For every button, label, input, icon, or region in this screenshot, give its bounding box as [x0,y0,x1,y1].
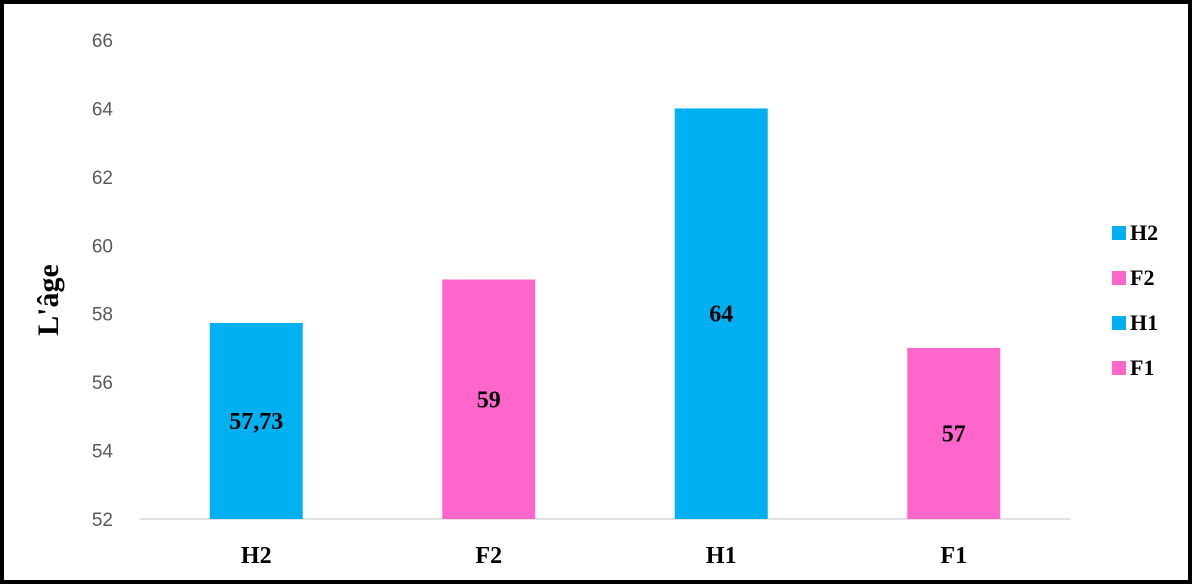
x-tick-label: H1 [706,543,737,569]
y-tick-label: 60 [92,236,113,257]
legend-label: H1 [1130,310,1158,335]
bar-h2 [209,322,303,519]
y-tick-label: 54 [92,442,114,463]
y-tick-label: 58 [92,305,113,326]
x-axis-labels: H2 F2 H1 F1 [241,543,967,569]
data-label: 59 [477,387,501,413]
data-labels: 57,73 59 64 57 [229,302,966,448]
y-tick-label: 66 [92,31,113,52]
x-tick-label: F1 [940,543,967,569]
x-tick-label: H2 [241,543,272,569]
bar-h1 [674,108,768,519]
y-tick-label: 64 [92,99,114,120]
x-tick-label: F2 [475,543,502,569]
legend-label: H2 [1130,220,1158,245]
bar-f2 [442,279,536,519]
data-label: 57,73 [229,409,283,435]
y-axis-ticks: 52 54 56 58 60 62 64 66 [92,31,114,531]
legend-label: F2 [1130,265,1154,290]
legend: H2 F2 H1 F1 [1112,220,1158,380]
legend-swatch [1112,271,1126,285]
y-axis-title: L'âge [32,264,65,336]
y-tick-label: 56 [92,373,113,394]
legend-label: F1 [1130,355,1154,380]
bars [209,108,1001,519]
y-tick-label: 52 [92,510,113,531]
data-label: 57 [942,421,966,447]
legend-swatch [1112,226,1126,240]
legend-swatch [1112,316,1126,330]
bar-f1 [907,347,1001,519]
legend-swatch [1112,361,1126,375]
y-tick-label: 62 [92,168,113,189]
data-label: 64 [709,302,733,328]
